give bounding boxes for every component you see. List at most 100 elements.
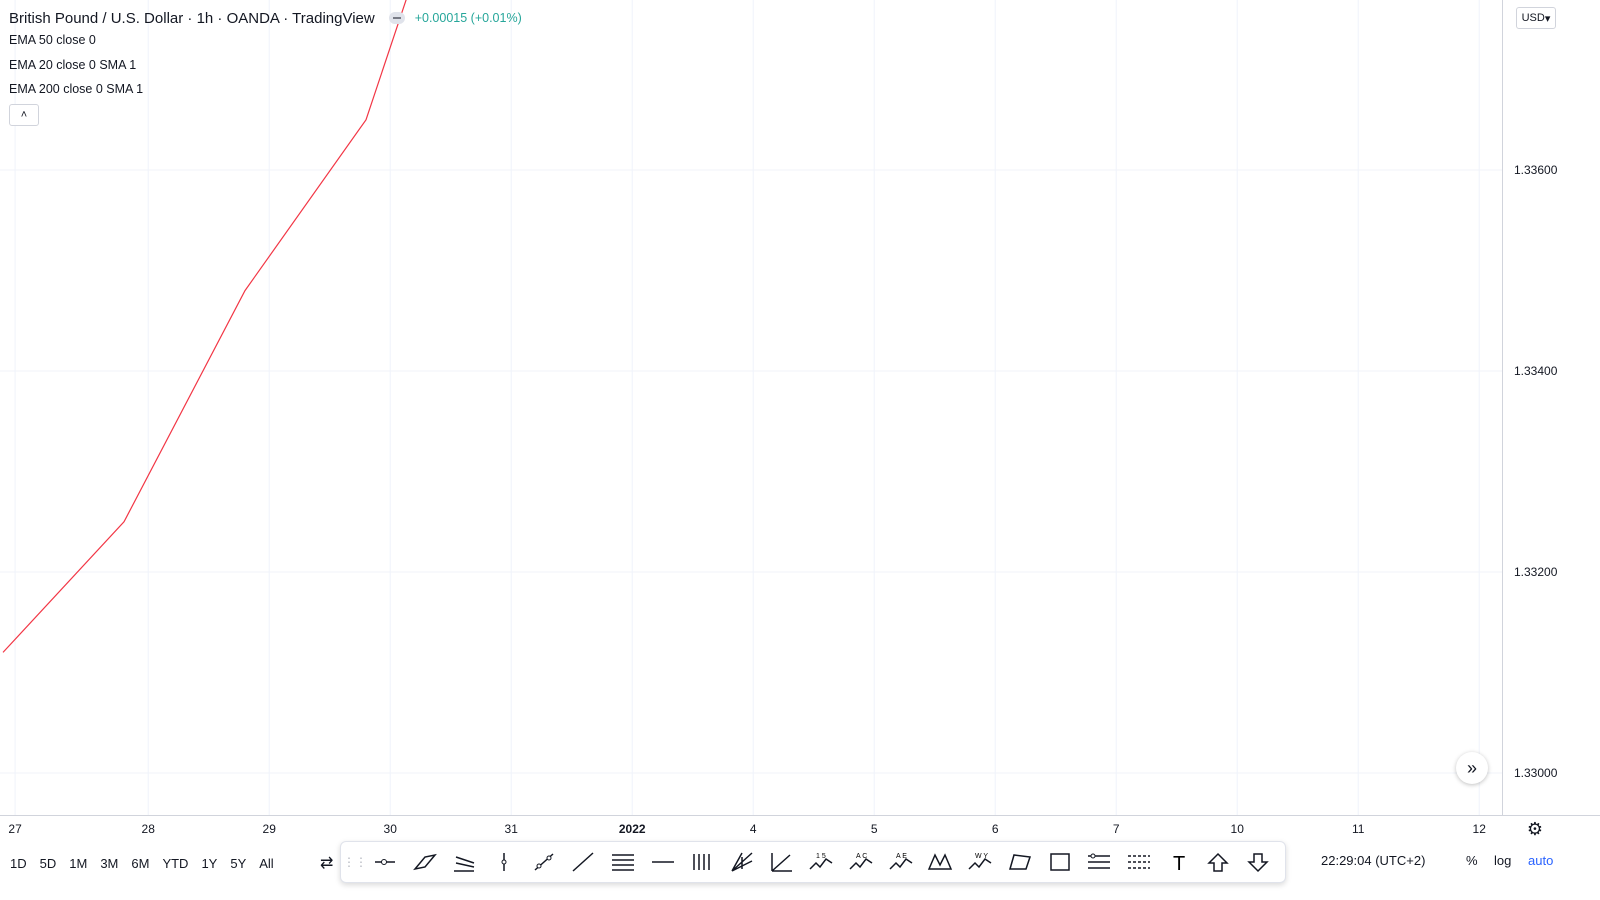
elliott-wave-15-glyph: 1 5 [809,853,833,870]
date-range-glyph [1127,855,1150,869]
xabcd-pattern-glyph [928,853,953,870]
auto-toggle[interactable]: auto [1528,853,1554,868]
price-tick-label: 1.33400 [1514,364,1558,378]
time-tick-label: 31 [505,822,519,836]
range-5d[interactable]: 5D [39,855,57,871]
elliott-wave-wy-glyph: W Y [968,853,992,870]
trend-line-icon[interactable] [524,846,564,878]
range-3m[interactable]: 3M [100,855,119,871]
xabcd-pattern-icon[interactable] [921,846,961,878]
range-6m[interactable]: 6M [131,855,150,871]
trend-angle-glyph [770,853,792,872]
time-tick-label: 10 [1231,822,1245,836]
arrow-up-glyph [1207,852,1230,872]
time-tick-label: 30 [384,822,398,836]
time-tick-label: 4 [750,822,757,836]
text-glyph: T [1173,853,1185,873]
range-5y[interactable]: 5Y [230,855,247,871]
parallel-channel-glyph [412,853,437,871]
time-tick-label: 28 [142,822,156,836]
ema200-line [2,0,407,653]
polyline-glyph [1008,854,1031,870]
range-1m[interactable]: 1M [69,855,88,871]
price-range-icon[interactable] [1079,846,1119,878]
extended-line-icon[interactable] [563,846,603,878]
range-1y[interactable]: 1Y [201,855,218,871]
svg-text:W Y: W Y [975,853,988,860]
log-toggle[interactable]: log [1494,853,1512,868]
price-range-glyph [1088,853,1111,869]
arrow-down-icon[interactable] [1238,846,1278,878]
price-tick-label: 1.33600 [1514,163,1558,177]
range-ytd[interactable]: YTD [162,855,189,871]
fib-retracement-icon[interactable] [603,846,643,878]
gann-fan-icon[interactable] [722,846,762,878]
horizontal-ray-icon[interactable] [365,846,405,878]
vertical-line-icon[interactable] [484,846,524,878]
chart-legend: British Pound / U.S. Dollar · 1h · OANDA… [9,8,522,126]
elliott-wave-15-icon[interactable]: 1 5 [802,846,842,878]
svg-text:A C: A C [856,853,867,860]
study-ema20[interactable]: EMA 20 close 0 SMA 1 [9,57,137,72]
svg-text:1 5: 1 5 [816,853,826,860]
trend-angle-icon[interactable] [762,846,802,878]
scroll-to-realtime-icon[interactable]: » [1456,752,1488,784]
horizontal-line-glyph [651,861,674,863]
fib-retracement-glyph [611,854,634,871]
currency-select[interactable]: USD ▾ [1516,7,1556,29]
extended-line-glyph [572,852,594,872]
range-selector: 1D 5D 1M 3M 6M YTD 1Y 5Y All [10,845,287,881]
study-ema50[interactable]: EMA 50 close 0 [9,33,96,47]
arrow-up-icon[interactable] [1198,846,1238,878]
study-ema200[interactable]: EMA 200 close 0 SMA 1 [9,82,144,96]
legend-title-row: British Pound / U.S. Dollar · 1h · OANDA… [9,8,522,28]
clock[interactable]: 22:29:04 (UTC+2) [1321,853,1426,868]
elliott-wave-ae-glyph: A E [889,853,913,870]
elliott-wave-ac-icon[interactable]: A C [841,846,881,878]
elliott-wave-ac-glyph: A C [849,853,873,870]
horizontal-line-icon[interactable] [643,846,683,878]
drawing-toolbar: ⋮⋮ 1 5 A C A E W Y T [340,841,1286,883]
time-tick-label: 27 [8,822,22,836]
time-tick-label: 12 [1473,822,1487,836]
range-all[interactable]: All [259,855,274,871]
bottom-toolbar: 1D 5D 1M 3M 6M YTD 1Y 5Y All ⇄ ⋮⋮ 1 5 A C… [0,841,1600,885]
range-1d[interactable]: 1D [10,855,27,871]
chart-grid [0,0,1502,815]
calendar-goto-icon[interactable]: ⇄ [320,855,334,872]
pitchfork-icon[interactable] [444,846,484,878]
rectangle-icon[interactable] [1040,846,1080,878]
trend-line-glyph [534,853,554,871]
svg-text:A E: A E [896,853,907,860]
percent-toggle[interactable]: % [1466,853,1478,868]
arrow-down-glyph [1247,853,1269,873]
date-range-icon[interactable] [1119,846,1159,878]
time-axis[interactable]: 27 28 29 30 31 2022 4 5 6 7 10 11 12 [0,815,1600,837]
symbol-title[interactable]: British Pound / U.S. Dollar · 1h · OANDA… [9,9,375,27]
time-tick-label: 11 [1352,822,1365,836]
pitchfork-glyph [454,856,475,872]
price-axis[interactable]: 1.330001.332001.334001.336001.338001.340… [0,0,1562,815]
polyline-icon[interactable] [1000,846,1040,878]
time-tick-label: 5 [871,822,878,836]
time-tick-label: 2022 [619,822,646,836]
moving-averages [2,0,407,653]
gear-icon[interactable]: ⚙ [1526,818,1544,839]
horizontal-ray-glyph [374,859,395,865]
price-tick-label: 1.33000 [1514,766,1558,780]
parallel-channel-icon[interactable] [405,846,445,878]
elliott-wave-ae-icon[interactable]: A E [881,846,921,878]
gann-fan-glyph [731,852,753,872]
chevron-up-icon[interactable]: ˄ [9,103,39,126]
price-change: +0.00015 (+0.01%) [414,11,522,25]
elliott-wave-wy-icon[interactable]: W Y [960,846,1000,878]
minus-icon[interactable] [388,12,405,24]
grip-icon[interactable]: ⋮⋮ [343,855,367,869]
currency-label: USD [1521,12,1545,24]
text-icon[interactable]: T [1159,846,1199,878]
rectangle-glyph [1049,853,1070,871]
fib-extension-icon[interactable] [683,846,723,878]
time-tick-label: 6 [992,822,999,836]
price-tick-label: 1.33200 [1514,565,1558,579]
